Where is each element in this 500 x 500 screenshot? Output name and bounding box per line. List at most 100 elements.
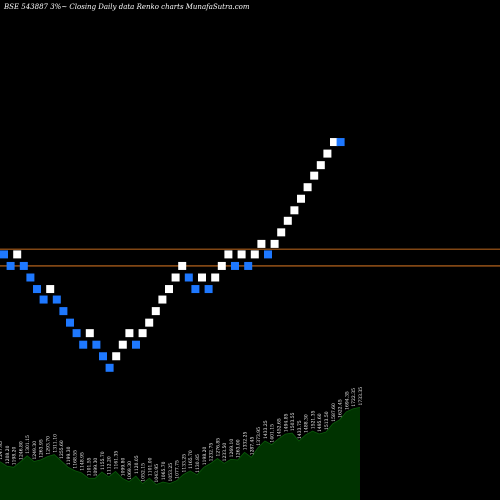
area-value-label: 1587.60 — [331, 403, 337, 422]
area-value-label: 1247.95 — [0, 441, 4, 460]
price-area-panel: 1247.95 1208.20 1198.20 1246.80 1301.15 1249.… — [0, 387, 364, 500]
area-value-label: 1043.95 — [154, 464, 160, 483]
renko-brick — [336, 138, 345, 147]
area-value-label: 1077.75 — [175, 460, 181, 479]
area-value-label: 1263.95 — [39, 439, 45, 458]
renko-brick — [132, 340, 140, 349]
renko-brick — [112, 352, 121, 361]
area-value-label: 1494.85 — [283, 413, 289, 432]
area-value-label: 1332.25 — [243, 432, 249, 451]
area-value-label: 1249.30 — [32, 441, 38, 460]
area-value-label: 1052.15 — [141, 463, 147, 482]
renko-brick — [323, 149, 332, 158]
area-value-label: 1099.80 — [120, 458, 126, 477]
area-value-label: 1101.00 — [147, 457, 153, 476]
area-value-label: 1099.30 — [93, 458, 99, 477]
area-value-label: 1263.00 — [236, 439, 242, 458]
renko-brick — [217, 261, 226, 270]
area-value-label: 1168.55 — [73, 450, 79, 469]
area-value-label: 1452.65 — [276, 418, 282, 437]
renko-brick — [184, 273, 193, 282]
area-value-label: 1373.95 — [256, 427, 262, 446]
area-value-label: 1246.80 — [18, 441, 24, 460]
renko-brick — [290, 206, 299, 215]
area-value-label: 1199.30 — [66, 446, 72, 465]
area-value-label: 1733.35 — [358, 387, 364, 406]
area-value-label: 1694.35 — [344, 391, 350, 410]
area-value-label: 1255.60 — [59, 440, 65, 459]
renko-brick — [145, 318, 154, 327]
renko-brick — [237, 250, 246, 259]
area-value-label: 1401.15 — [270, 424, 276, 443]
renko-brick — [178, 261, 187, 270]
renko-brick — [105, 363, 114, 372]
area-value-label: 1495.60 — [317, 413, 323, 432]
price-area — [0, 407, 360, 500]
area-value-label: 1311.10 — [52, 434, 58, 453]
renko-brick — [250, 250, 259, 259]
renko-brick — [270, 239, 279, 248]
area-value-label: 1198.20 — [12, 447, 18, 466]
area-value-label: 1622.45 — [338, 399, 344, 418]
renko-bricks — [0, 138, 345, 372]
area-value-label: 1722.35 — [351, 388, 357, 407]
renko-brick — [244, 261, 253, 270]
renko-brick — [198, 273, 206, 282]
area-value-label: 1269.10 — [229, 439, 235, 458]
renko-brick — [118, 340, 127, 349]
area-value-label: 1112.20 — [107, 456, 113, 475]
area-value-label: 1148.95 — [80, 452, 86, 471]
renko-brick — [171, 273, 180, 282]
renko-brick — [0, 250, 8, 259]
renko-brick — [46, 285, 55, 294]
area-value-label: 1488.30 — [304, 414, 310, 433]
chart-title: BSE 543887 3%~ Closing Daily data Renko … — [3, 3, 250, 11]
renko-brick — [151, 307, 160, 316]
renko-brick — [165, 285, 173, 294]
area-value-label: 1433.75 — [297, 420, 303, 439]
renko-brick — [99, 352, 107, 361]
area-value-label: 1065.70 — [161, 461, 167, 480]
renko-brick — [191, 285, 200, 294]
renko-brick — [303, 183, 312, 192]
renko-brick — [264, 250, 272, 259]
area-value-label: 1053.25 — [168, 463, 174, 482]
renko-brick — [297, 194, 305, 203]
renko-brick — [33, 285, 41, 294]
renko-brick — [310, 171, 319, 180]
area-value-label: 1165.70 — [188, 450, 194, 469]
area-value-label: 1232.75 — [209, 443, 215, 462]
renko-brick — [204, 285, 213, 294]
area-value-label: 1503.55 — [290, 412, 296, 431]
area-value-label: 1198.20 — [202, 447, 208, 466]
area-value-label: 1293.70 — [46, 436, 52, 455]
renko-brick — [316, 161, 325, 170]
renko-brick — [6, 261, 15, 270]
area-value-label: 1101.55 — [86, 457, 92, 476]
renko-brick — [39, 295, 48, 304]
renko-brick — [79, 340, 88, 349]
renko-brick — [85, 329, 94, 338]
area-value-label: 1120.05 — [134, 455, 140, 474]
area-value-label: 1069.30 — [127, 461, 133, 480]
area-value-label: 1521.35 — [310, 410, 316, 429]
renko-brick — [158, 295, 167, 304]
renko-brick — [138, 329, 147, 338]
area-value-label: 1233.50 — [222, 443, 228, 462]
area-value-label: 1161.35 — [113, 451, 119, 470]
area-value-label: 1276.85 — [215, 438, 221, 457]
renko-brick — [52, 295, 61, 304]
renko-brick — [92, 340, 101, 349]
renko-brick — [59, 307, 68, 316]
renko-brick — [283, 216, 292, 225]
renko-brick — [66, 318, 74, 327]
renko-brick — [19, 261, 28, 270]
price-area-outline — [0, 407, 361, 485]
renko-brick — [26, 273, 35, 282]
area-value-label: 1130.85 — [195, 454, 201, 473]
renko-brick — [72, 329, 81, 338]
renko-brick — [211, 273, 220, 282]
renko-brick — [231, 261, 239, 270]
